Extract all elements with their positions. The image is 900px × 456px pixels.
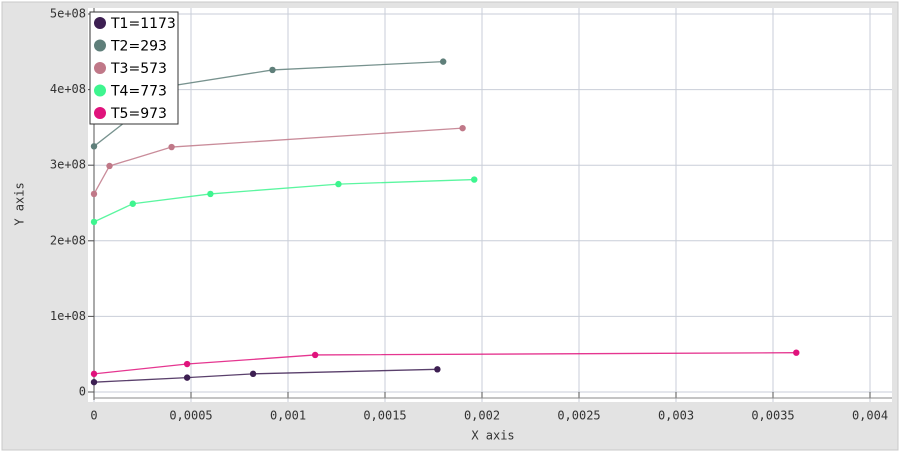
- y-tick-label: 0: [79, 385, 86, 399]
- data-point: [90, 143, 98, 150]
- legend-marker: [94, 84, 106, 97]
- data-point: [335, 180, 342, 188]
- data-point: [90, 370, 98, 378]
- y-tick-label: 1e+08: [50, 309, 86, 323]
- data-point: [459, 124, 466, 132]
- legend-marker: [94, 62, 106, 74]
- x-tick-label: 0,004: [852, 409, 888, 423]
- data-point: [249, 370, 257, 378]
- legend-label: T1=1173: [110, 16, 176, 32]
- data-point: [440, 58, 447, 65]
- plot-area: [88, 8, 892, 402]
- legend-label: T2=293: [110, 39, 167, 55]
- legend-label: T4=773: [110, 84, 167, 100]
- y-tick-label: 3e+08: [50, 158, 86, 172]
- legend-marker: [94, 17, 106, 29]
- legend-marker: [94, 107, 106, 119]
- x-tick-label: 0,0025: [557, 409, 600, 423]
- data-point: [129, 200, 136, 207]
- data-point: [434, 366, 441, 373]
- legend-label: T3=573: [110, 61, 167, 77]
- x-tick-label: 0: [90, 409, 97, 423]
- data-point: [90, 190, 98, 198]
- y-tick-label: 5e+08: [50, 7, 86, 21]
- data-point: [269, 66, 276, 74]
- x-tick-label: 0,002: [464, 409, 500, 423]
- data-point: [207, 190, 214, 198]
- x-axis-title: X axis: [471, 429, 514, 443]
- series-line: [93, 368, 438, 383]
- y-axis-title: Y axis: [13, 182, 27, 225]
- y-tick-label: 2e+08: [50, 233, 86, 247]
- x-tick-label: 0,001: [270, 409, 306, 423]
- legend-marker: [94, 39, 106, 52]
- series-line: [93, 352, 797, 375]
- x-tick-label: 0,0035: [751, 409, 794, 423]
- legend-label: T5=973: [110, 106, 167, 122]
- data-point: [183, 374, 191, 381]
- x-tick-label: 0,0015: [363, 409, 406, 423]
- x-tick-label: 0,0005: [169, 409, 212, 423]
- data-point: [311, 351, 319, 359]
- y-tick-label: 4e+08: [50, 82, 86, 96]
- data-point: [168, 143, 175, 151]
- data-point: [90, 378, 98, 386]
- data-point: [106, 162, 113, 170]
- data-point: [793, 349, 800, 356]
- x-tick-label: 0,003: [658, 409, 694, 423]
- data-point: [183, 360, 191, 368]
- data-point: [90, 218, 98, 226]
- data-point: [471, 176, 478, 183]
- series-line: [93, 127, 463, 195]
